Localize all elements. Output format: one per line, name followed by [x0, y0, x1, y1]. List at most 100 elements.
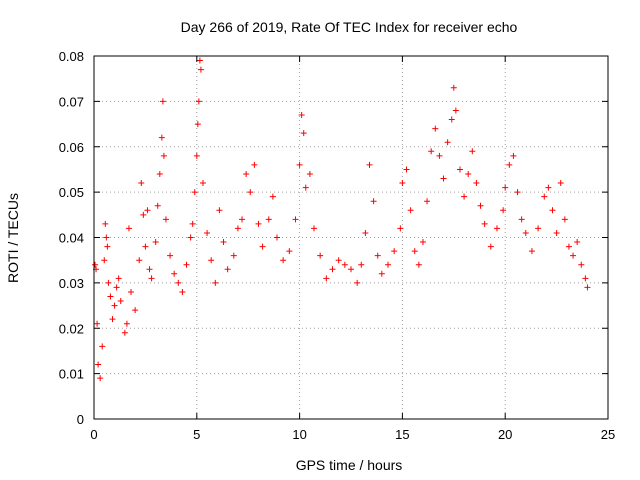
x-tick-label: 10 [292, 427, 306, 442]
data-point [473, 180, 480, 187]
x-axis-label: GPS time / hours [296, 457, 403, 473]
data-point [92, 261, 99, 268]
data-point [440, 175, 447, 182]
data-point [162, 216, 169, 223]
data-point [159, 98, 166, 105]
data-point [194, 121, 201, 128]
data-point [448, 116, 455, 123]
data-point [578, 261, 585, 268]
data-point [195, 98, 202, 105]
data-point [358, 261, 365, 268]
data-point [102, 220, 109, 227]
data-point [138, 180, 145, 187]
data-point [461, 193, 468, 200]
data-point [104, 243, 111, 250]
data-point [197, 66, 204, 73]
data-point [403, 166, 410, 173]
data-point [432, 125, 439, 132]
data-point [117, 298, 124, 305]
y-tick-label: 0.03 [59, 276, 84, 291]
data-point [362, 229, 369, 236]
data-point [306, 170, 313, 177]
data-point [535, 225, 542, 232]
data-point [553, 229, 560, 236]
data-point [265, 216, 272, 223]
data-point [428, 148, 435, 155]
y-tick-label: 0.01 [59, 367, 84, 382]
data-point [146, 266, 153, 273]
data-point [196, 57, 203, 64]
data-point [224, 266, 231, 273]
data-point [302, 184, 309, 191]
data-point [296, 161, 303, 168]
data-point [298, 111, 305, 118]
data-point [374, 252, 381, 259]
data-point [514, 189, 521, 196]
data-point [113, 284, 120, 291]
data-point [208, 257, 215, 264]
data-point [541, 193, 548, 200]
data-point [99, 343, 106, 350]
data-point [136, 257, 143, 264]
data-point [582, 275, 589, 282]
data-point [407, 207, 414, 214]
data-point [366, 161, 373, 168]
data-point [95, 361, 102, 368]
data-point [212, 279, 219, 286]
data-point [354, 279, 361, 286]
y-tick-label: 0.07 [59, 94, 84, 109]
data-point [204, 229, 211, 236]
y-tick-label: 0 [77, 412, 84, 427]
data-point [158, 134, 165, 141]
data-point [239, 216, 246, 223]
data-point [97, 375, 104, 382]
data-point [105, 279, 112, 286]
data-point [115, 275, 122, 282]
data-point [465, 170, 472, 177]
data-point [156, 170, 163, 177]
data-point [370, 198, 377, 205]
data-point [251, 161, 258, 168]
data-point [329, 266, 336, 273]
data-point [179, 288, 186, 295]
data-point [399, 180, 406, 187]
data-point [565, 243, 572, 250]
data-point [191, 189, 198, 196]
data-point [570, 252, 577, 259]
data-point [419, 239, 426, 246]
data-point [273, 234, 280, 241]
data-point [193, 152, 200, 159]
data-point [220, 239, 227, 246]
data-point [385, 261, 392, 268]
data-point [545, 184, 552, 191]
data-point [132, 307, 139, 314]
data-point [128, 288, 135, 295]
data-point [107, 293, 114, 300]
data-point [144, 207, 151, 214]
data-point [574, 239, 581, 246]
x-tick-label: 15 [395, 427, 409, 442]
data-point [469, 148, 476, 155]
data-point [323, 275, 330, 282]
data-point [487, 243, 494, 250]
chart-title: Day 266 of 2019, Rate Of TEC Index for r… [181, 19, 518, 35]
y-axis-label: ROTI / TECUs [5, 193, 21, 283]
data-point [148, 275, 155, 282]
data-point [397, 225, 404, 232]
data-point [199, 180, 206, 187]
data-point [183, 261, 190, 268]
data-point [528, 248, 535, 255]
data-point [152, 239, 159, 246]
data-point [584, 284, 591, 291]
data-point [549, 207, 556, 214]
data-point [111, 302, 118, 309]
data-point [230, 252, 237, 259]
x-tick-label: 25 [601, 427, 615, 442]
data-point [125, 225, 132, 232]
data-point [557, 180, 564, 187]
data-point [436, 152, 443, 159]
data-point [187, 234, 194, 241]
data-point [142, 243, 149, 250]
data-point [167, 252, 174, 259]
